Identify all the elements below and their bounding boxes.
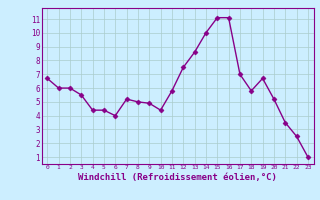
X-axis label: Windchill (Refroidissement éolien,°C): Windchill (Refroidissement éolien,°C) [78,173,277,182]
